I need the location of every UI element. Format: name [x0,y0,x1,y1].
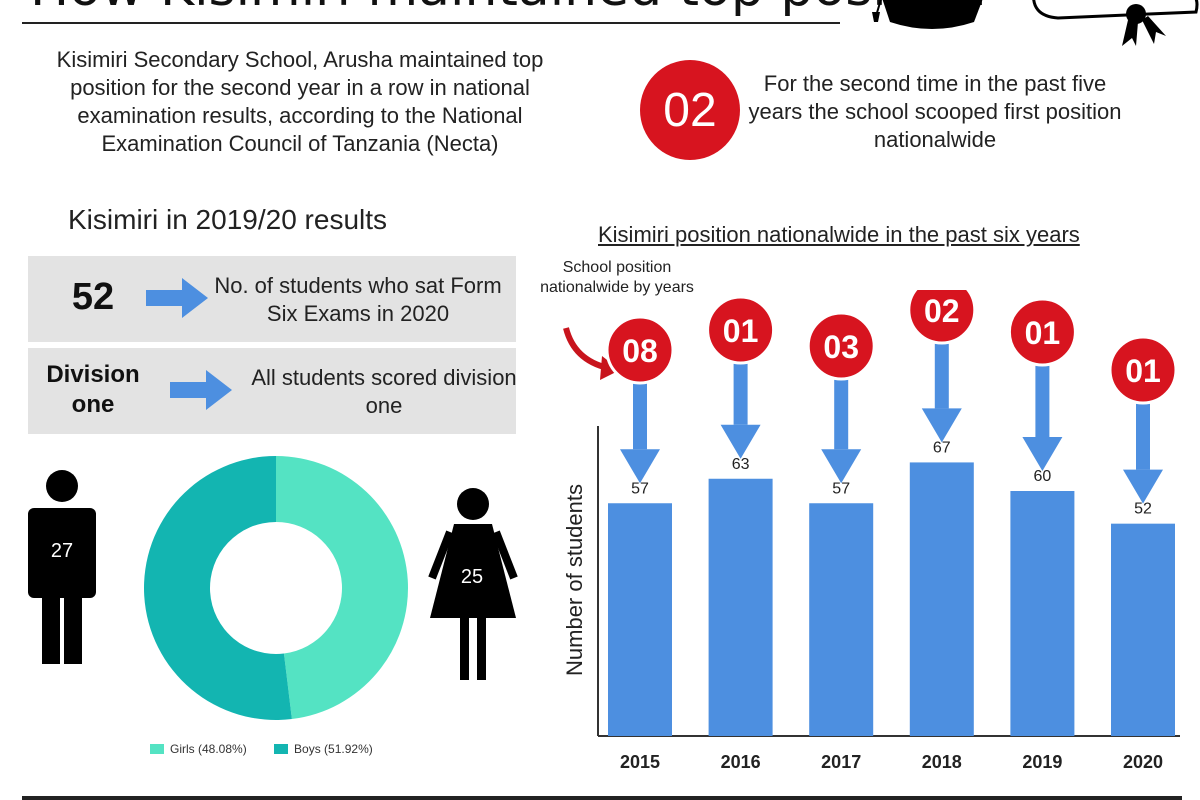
bar-2015 [608,503,672,736]
bar-2019 [1010,491,1075,736]
position-pin-2019 [1007,297,1077,367]
girls-count: 25 [460,566,484,588]
stat-description: All students scored division one [251,365,517,418]
data-label-2016: 63 [732,456,750,473]
bar-2020 [1111,523,1175,736]
chart-title: Kisimiri position nationalwide in the pa… [598,222,1080,247]
bottom-divider [22,796,1182,800]
stat-description: No. of students who sat Form Six Exams i… [214,273,502,326]
position-arrow-shaft [934,336,949,409]
annotation-arrowhead [600,356,620,380]
stat-box-division: Division one All students scored divisio… [28,348,517,434]
bar-2018 [909,462,974,736]
position-label-2020: 01 [1125,353,1161,389]
position-arrow-head [1123,469,1163,504]
position-bar-chart: Number of students 57 2015 08 63 2016 01 57 2017… [562,290,1180,772]
boys-count: 27 [50,540,74,562]
position-arrow-shaft [733,356,748,425]
data-label-2019: 60 [1034,468,1052,485]
position-pin-2016 [706,295,776,365]
donut-slice-boys [144,456,292,720]
position-arrow-shaft [834,372,849,450]
stat-value: Division one [46,361,140,418]
data-label-2015: 57 [631,480,649,497]
x-tick-label-2017: 2017 [821,752,861,772]
position-pin-2015 [605,315,675,385]
position-arrow-shaft [633,376,647,450]
data-label-2018: 67 [933,439,951,456]
position-label-2015: 08 [622,333,658,369]
legend-item-girls: Girls (48.08%) [150,742,247,756]
intro-text: Kisimiri Secondary School, Arusha mainta… [56,47,544,156]
graduation-cap-icon [872,0,983,29]
page-title: How Kisimiri maintained top position [30,0,986,18]
x-tick-label-2018: 2018 [922,752,962,772]
x-tick-label-2016: 2016 [721,752,761,772]
position-arrow-head [620,449,660,484]
position-badge: 02 [640,60,740,160]
data-label-2017: 57 [832,480,850,497]
bar-2017 [809,503,874,736]
diploma-scroll-icon [1032,0,1199,46]
position-arrow-head [1022,437,1063,471]
position-pin-2017 [806,311,876,381]
summary-heading: Kisimiri in 2019/20 results [68,204,388,235]
donut-legend: Girls (48.08%) Boys (51.92%) [150,742,397,757]
position-pin-2020 [1108,335,1178,405]
title-divider [22,22,840,24]
position-label-2017: 03 [823,329,859,365]
gender-donut-chart [144,456,409,720]
position-arrow-head [720,424,761,459]
position-label-2018: 02 [924,293,960,329]
position-arrow-head [921,408,962,443]
y-axis-label: Number of students [562,484,587,676]
position-label-2019: 01 [1025,315,1061,351]
arrow-right-icon [170,370,232,410]
stat-value: 52 [71,276,115,318]
girl-icon [428,488,518,680]
bar-2016 [708,478,773,736]
position-arrow-shaft [1035,358,1050,437]
chart-annotation: School position nationalwide by years [540,259,694,296]
position-arrow-head [821,449,862,484]
donut-slice-girls [276,456,409,720]
x-tick-label-2019: 2019 [1022,752,1062,772]
badge-description: For the second time in the past five yea… [748,71,1122,152]
legend-item-boys: Boys (51.92%) [274,742,373,756]
arrow-right-icon [146,278,208,318]
position-label-2016: 01 [723,313,759,349]
boy-icon [28,470,96,664]
x-tick-label-2020: 2020 [1123,752,1163,772]
x-tick-label-2015: 2015 [620,752,660,772]
stat-box-students: 52 No. of students who sat Form Six Exam… [28,256,516,342]
position-pin-2018 [907,290,977,345]
data-label-2020: 52 [1134,501,1152,518]
position-arrow-shaft [1136,396,1150,470]
